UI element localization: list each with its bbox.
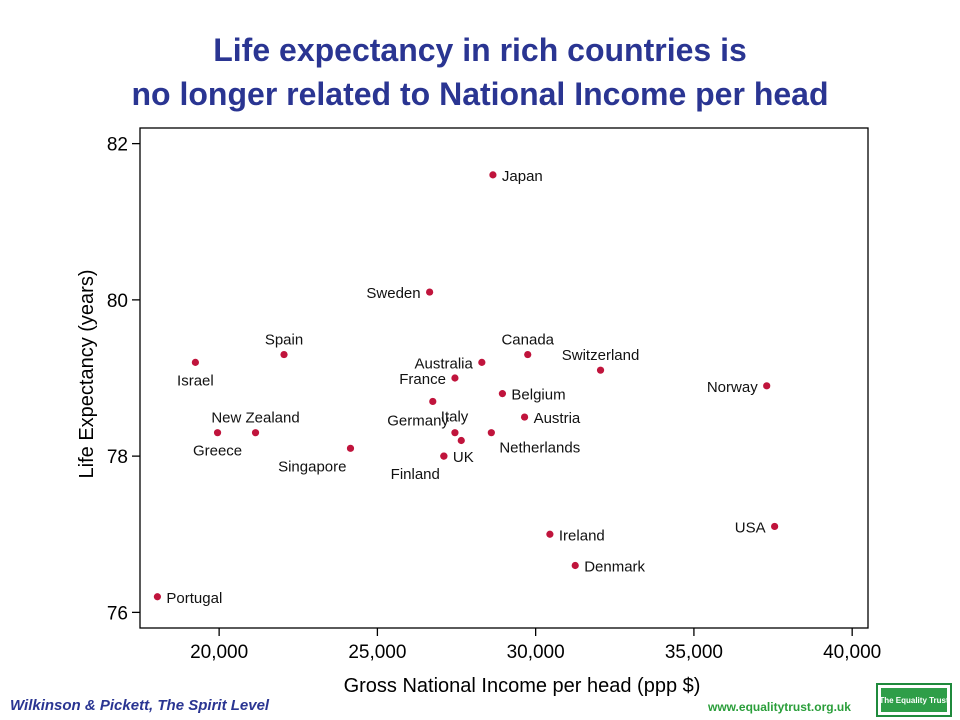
data-point xyxy=(596,366,605,374)
point-label: Portugal xyxy=(166,590,222,607)
x-tick-label: 35,000 xyxy=(665,642,723,663)
x-axis-label: Gross National Income per head (ppp $) xyxy=(344,675,701,697)
data-point xyxy=(546,530,554,538)
point-label: Switzerland xyxy=(562,347,640,364)
data-point xyxy=(478,358,486,366)
point-label: Japan xyxy=(502,168,543,185)
point-label: Austria xyxy=(534,410,581,427)
y-tick-label: 78 xyxy=(107,447,128,468)
data-point xyxy=(191,358,199,366)
point-label: Australia xyxy=(414,355,473,372)
point-label: Norway xyxy=(707,379,758,396)
data-point xyxy=(524,350,532,359)
point-label: France xyxy=(399,371,446,388)
x-tick-label: 40,000 xyxy=(823,642,881,663)
website-link[interactable]: www.equalitytrust.org.uk xyxy=(708,700,851,714)
point-label: UK xyxy=(453,449,474,466)
point-label: Belgium xyxy=(511,387,565,404)
data-point xyxy=(440,452,448,460)
y-tick-label: 76 xyxy=(107,603,128,624)
data-point xyxy=(346,444,355,452)
point-label: Finland xyxy=(391,466,440,483)
plot-frame xyxy=(139,127,869,629)
data-point xyxy=(451,429,459,437)
data-point xyxy=(429,397,437,406)
x-tick-label: 30,000 xyxy=(507,642,565,663)
equality-trust-logo: The Equality Trust xyxy=(876,683,952,717)
data-point xyxy=(213,429,222,437)
point-label: Denmark xyxy=(584,559,645,576)
data-point xyxy=(498,390,507,398)
data-point xyxy=(489,171,497,179)
data-point xyxy=(457,436,465,445)
point-label: Singapore xyxy=(278,458,346,475)
data-point xyxy=(571,561,579,570)
data-point xyxy=(487,429,495,437)
point-label: Netherlands xyxy=(499,440,580,457)
x-tick-label: 25,000 xyxy=(348,642,406,663)
data-point xyxy=(520,413,529,421)
data-point xyxy=(771,522,779,531)
point-label: Italy xyxy=(441,408,469,425)
x-tick-label: 20,000 xyxy=(190,642,248,663)
chart-title: Life expectancy in rich countries is no … xyxy=(0,28,960,116)
data-point xyxy=(451,374,459,382)
point-label: Canada xyxy=(501,332,554,349)
y-axis-label: Life Expectancy (years) xyxy=(76,270,98,479)
data-point xyxy=(251,429,260,437)
data-point xyxy=(426,288,434,296)
source-credit: Wilkinson & Pickett, The Spirit Level xyxy=(10,697,270,714)
data-point xyxy=(280,350,288,359)
data-point xyxy=(763,382,771,390)
title-line-1: Life expectancy in rich countries is xyxy=(213,32,747,68)
point-label: Greece xyxy=(193,443,242,460)
point-label: New Zealand xyxy=(211,410,299,427)
point-label: Ireland xyxy=(559,527,605,544)
logo-text: The Equality Trust xyxy=(879,688,949,712)
data-point xyxy=(153,593,162,601)
point-label: Sweden xyxy=(366,285,420,302)
y-tick-label: 82 xyxy=(107,135,128,156)
point-label: Germany xyxy=(387,413,449,430)
point-label: USA xyxy=(735,519,766,536)
point-label: Spain xyxy=(265,332,303,349)
point-label: Israel xyxy=(177,372,214,389)
title-line-2: no longer related to National Income per… xyxy=(131,76,829,112)
y-tick-label: 80 xyxy=(107,291,128,312)
